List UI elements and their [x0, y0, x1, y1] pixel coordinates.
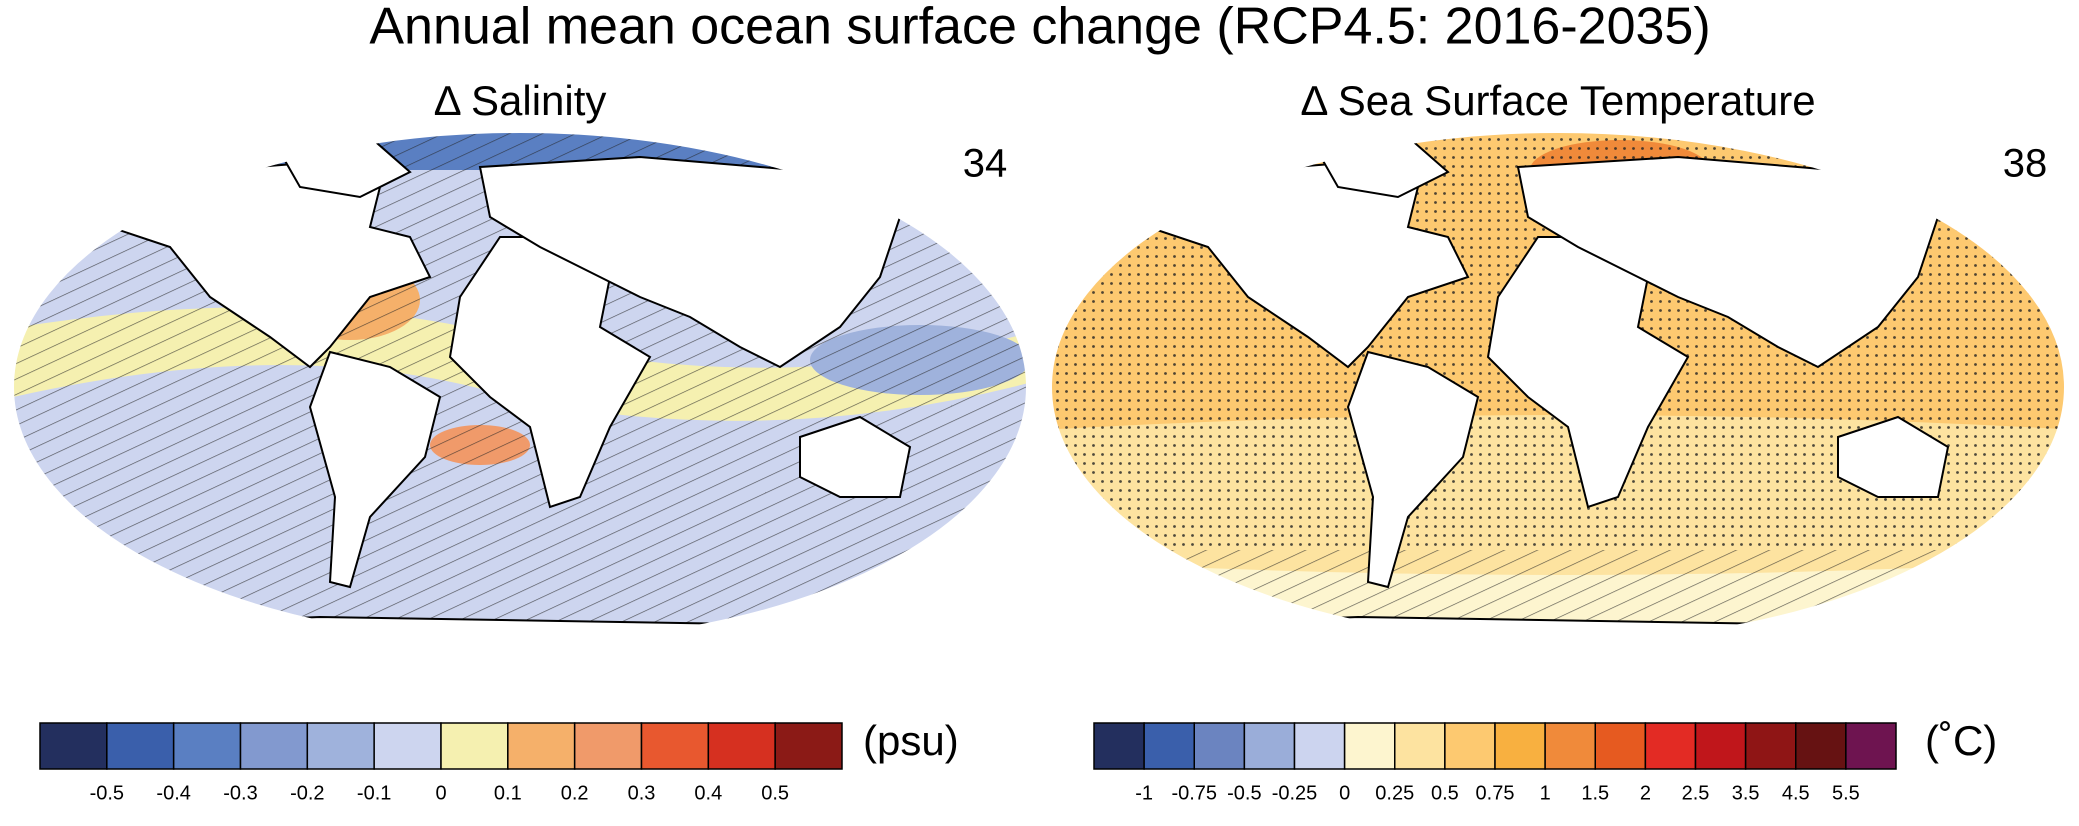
colorbar-box: [172, 722, 242, 770]
colorbar-tick-label: 0.5: [1431, 782, 1459, 804]
model-count: 38: [2003, 142, 2048, 186]
colorbar-tick-label: 0.3: [628, 782, 656, 804]
colorbar-unit: (˚C): [1925, 717, 1997, 764]
colorbar-tick-label: -1: [1135, 782, 1153, 804]
colorbar-tick-label: 2.5: [1682, 782, 1710, 804]
colorbar-tick-label: -0.1: [357, 782, 391, 804]
colorbar-box: [507, 722, 576, 770]
colorbar-box: [373, 722, 442, 770]
colorbar-tick-label: -0.25: [1272, 782, 1318, 804]
colorbar-tick-label: 4.5: [1782, 782, 1810, 804]
colorbar-box: [1694, 722, 1747, 770]
colorbar-box: [1394, 722, 1446, 770]
colorbar-box: [1093, 722, 1145, 770]
colorbar-box: [573, 722, 643, 770]
colorbar-box: [1444, 722, 1496, 770]
sst-map: [1051, 132, 2065, 642]
colorbar-tick-label: -0.75: [1171, 782, 1217, 804]
colorbar-box: [39, 722, 108, 770]
colorbar-tick-label: 0.5: [761, 782, 789, 804]
colorbar-box: [306, 722, 375, 770]
salinity-map: [13, 132, 1027, 642]
colorbar-tick-label: 0: [1339, 782, 1350, 804]
colorbar-box: [239, 722, 309, 770]
model-count: 34: [963, 142, 1008, 186]
colorbar-tick-label: -0.5: [1227, 782, 1261, 804]
colorbar-tick-label: 0.1: [494, 782, 522, 804]
colorbar-tick-label: 0: [435, 782, 446, 804]
colorbar-box: [774, 722, 843, 770]
colorbar-box: [1343, 722, 1396, 770]
colorbar-box: [1795, 722, 1847, 770]
colorbar-tick-label: 1: [1540, 782, 1551, 804]
colorbar-box: [1594, 722, 1647, 770]
colorbar-box: [106, 722, 175, 770]
colorbar-box: [1143, 722, 1195, 770]
colorbar-box: [1293, 722, 1346, 770]
colorbar-box: [707, 722, 776, 770]
colorbar-tick-label: 1.5: [1581, 782, 1609, 804]
colorbar-box: [1494, 722, 1546, 770]
colorbar-unit: (psu): [863, 717, 959, 764]
colorbar-box: [1243, 722, 1296, 770]
colorbar-tick-label: 5.5: [1832, 782, 1860, 804]
colorbar-tick-label: 0.25: [1375, 782, 1414, 804]
colorbar-box: [1544, 722, 1596, 770]
colorbar-tick-label: -0.5: [90, 782, 124, 804]
colorbar-box: [1644, 722, 1697, 770]
colorbar-box: [440, 722, 509, 770]
colorbar-box: [640, 722, 710, 770]
colorbar-tick-label: 2: [1640, 782, 1651, 804]
colorbar-box: [1193, 722, 1246, 770]
colorbar-tick-label: -0.4: [156, 782, 190, 804]
colorbar-tick-label: 3.5: [1732, 782, 1760, 804]
colorbar-tick-label: -0.3: [223, 782, 257, 804]
colorbar-box: [1845, 722, 1897, 770]
panel-title: Δ Sea Surface Temperature: [1300, 77, 1815, 124]
colorbar-tick-label: -0.2: [290, 782, 324, 804]
colorbar-box: [1744, 722, 1797, 770]
colorbar-tick-label: 0.75: [1476, 782, 1515, 804]
panel-title: Δ Salinity: [434, 77, 607, 124]
colorbar-tick-label: 0.4: [694, 782, 722, 804]
colorbar-tick-label: 0.2: [561, 782, 589, 804]
figure-title: Annual mean ocean surface change (RCP4.5…: [369, 0, 1710, 56]
